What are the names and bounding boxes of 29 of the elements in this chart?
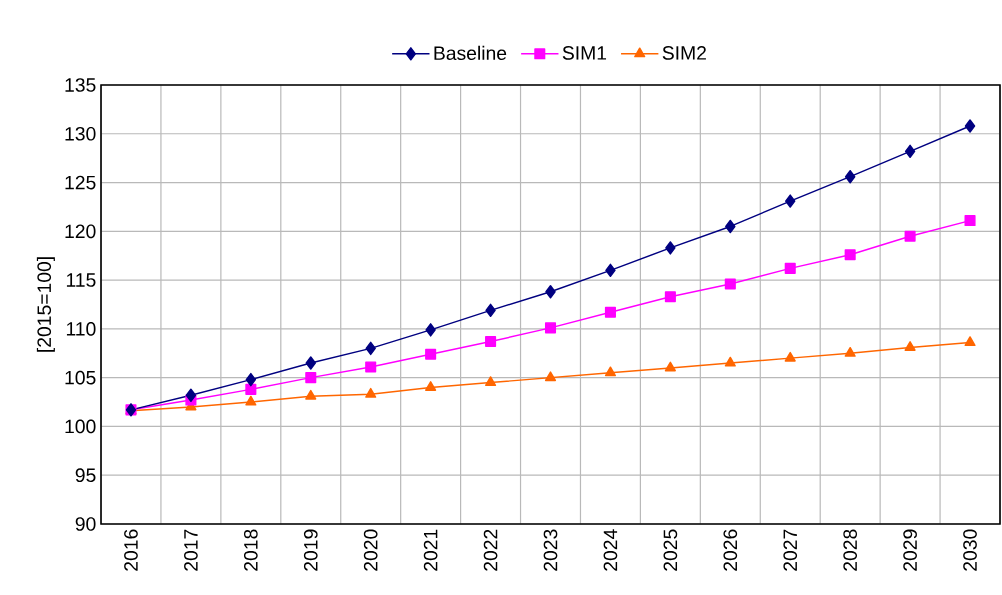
y-tick-label: 105 (65, 370, 96, 385)
x-tick-label: 2030 (963, 529, 977, 571)
x-tick-label: 2024 (603, 529, 618, 571)
y-axis-title: [2015=100] (36, 257, 55, 352)
y-tick-label: 120 (65, 224, 96, 239)
y-tick-label: 125 (65, 175, 96, 190)
legend-label: Baseline (434, 45, 507, 61)
y-tick-label: 115 (66, 273, 96, 287)
y-tick-label: 100 (65, 419, 96, 434)
x-tick-label: 2027 (783, 529, 798, 571)
y-tick-label: 130 (65, 126, 96, 141)
x-tick-label: 2022 (483, 529, 498, 571)
x-tick-label: 2019 (303, 529, 318, 571)
x-tick-label: 2025 (663, 529, 678, 571)
y-tick-label: 90 (75, 517, 96, 531)
x-tick-label: 2018 (243, 529, 258, 571)
x-tick-label: 2021 (423, 529, 438, 571)
x-tick-label: 2023 (543, 529, 558, 571)
x-tick-label: 2016 (124, 529, 138, 571)
legend-label: SIM1 (562, 46, 607, 60)
legend-label: SIM2 (662, 46, 706, 60)
y-tick-label: 135 (65, 78, 96, 92)
x-tick-label: 2017 (184, 529, 198, 571)
y-tick-label: 110 (66, 322, 96, 336)
x-tick-label: 2028 (843, 529, 858, 571)
x-tick-label: 2029 (903, 529, 917, 571)
x-tick-label: 2026 (723, 529, 738, 571)
x-tick-label: 2020 (363, 529, 378, 571)
y-tick-label: 95 (75, 468, 96, 483)
